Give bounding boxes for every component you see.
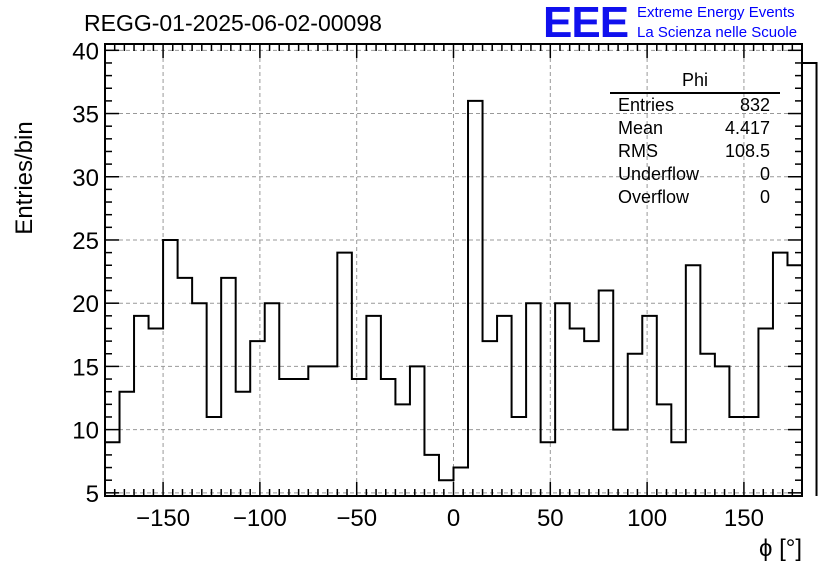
histogram-bin: [715, 366, 730, 496]
histogram-bin: [729, 417, 744, 496]
y-tick-label: 20: [72, 291, 99, 318]
histogram-bin: [584, 341, 599, 496]
y-tick-label: 25: [72, 228, 99, 255]
histogram-bin: [120, 392, 135, 496]
histogram-bin: [294, 379, 309, 496]
histogram-bin: [337, 253, 352, 496]
histogram-bin: [526, 303, 541, 496]
stats-value: 832: [739, 95, 770, 115]
x-tick-label: −100: [233, 505, 287, 532]
x-axis-ticks: −150 −100 −50 0 50 100 150: [113, 44, 794, 532]
histogram-bin: [250, 341, 265, 496]
histogram-outline: [104, 61, 818, 496]
histogram-bin: [439, 480, 454, 496]
x-tick-label: −150: [136, 505, 190, 532]
stats-row: Mean 4.417: [610, 117, 780, 140]
stats-row: Underflow 0: [610, 163, 780, 186]
x-tick-label: 150: [724, 505, 764, 532]
histogram-bin: [686, 265, 701, 496]
histogram-bin: [787, 265, 802, 496]
histogram-bin: [265, 303, 280, 496]
stats-label: Mean: [618, 118, 664, 138]
x-tick-label: 0: [447, 505, 460, 532]
stats-box: Phi Entries 832 Mean 4.417 RMS 108.5 Und…: [610, 70, 780, 209]
histogram-bin: [483, 341, 498, 496]
histogram-bin: [512, 417, 527, 496]
stats-label: Overflow: [618, 187, 690, 207]
histogram-bin: [642, 316, 657, 496]
y-axis-label: Entries/bin: [11, 121, 38, 234]
histogram-bin: [541, 442, 556, 496]
histogram-bin: [773, 253, 788, 496]
histogram-bin: [192, 303, 207, 496]
histogram-bin: [323, 366, 338, 496]
histogram-bin: [279, 379, 294, 496]
histogram-bin: [395, 404, 410, 496]
histogram-bin: [105, 442, 120, 496]
histogram-bin: [758, 328, 773, 496]
stats-row: Entries 832: [610, 94, 780, 117]
histogram-bin: [424, 455, 439, 496]
histogram-bin: [599, 291, 614, 496]
stats-label: RMS: [618, 141, 658, 161]
y-tick-label: 15: [72, 354, 99, 381]
histogram-bin: [468, 101, 483, 496]
stats-value: 108.5: [724, 141, 770, 161]
eee-logo-mark: EEE: [543, 0, 629, 47]
histogram-bin: [221, 278, 236, 496]
stats-row: RMS 108.5: [610, 140, 780, 163]
histogram-bin: [236, 392, 251, 496]
histogram-bin: [134, 316, 149, 496]
y-tick-label: 5: [86, 481, 99, 508]
logo-line-1: Extreme Energy Events: [637, 4, 795, 21]
histogram-bin: [410, 366, 425, 496]
histogram-bin: [613, 430, 628, 496]
stats-row: Overflow 0: [610, 186, 780, 209]
stats-label: Entries: [618, 95, 675, 115]
y-tick-label: 10: [72, 418, 99, 445]
histogram-bin: [163, 240, 178, 496]
histogram-bin: [700, 354, 715, 496]
histogram-bin: [308, 366, 323, 496]
stats-label: Underflow: [618, 164, 700, 184]
histogram-bin: [570, 328, 585, 496]
histogram-bin: [657, 404, 672, 496]
x-tick-label: −50: [336, 505, 377, 532]
histogram-bin: [207, 417, 222, 496]
histogram-bin: [555, 303, 570, 496]
histogram-bin: [381, 379, 396, 496]
x-tick-label: 100: [627, 505, 667, 532]
chart-title: REGG-01-2025-06-02-00098: [84, 10, 382, 36]
x-axis-label: ϕ [°]: [759, 535, 802, 562]
histogram-bin: [454, 468, 469, 496]
y-tick-label: 40: [72, 38, 99, 65]
histogram-bin: [149, 328, 164, 496]
stats-value: 0: [759, 164, 770, 184]
y-axis-ticks: 5 10 15 20 25 30 35 40: [72, 38, 802, 508]
histogram-bin: [744, 417, 759, 496]
histogram-bin: [671, 442, 686, 496]
stats-value: 4.417: [724, 118, 770, 138]
histogram-bin: [352, 379, 367, 496]
histogram-bin: [628, 354, 643, 496]
stats-value: 0: [759, 187, 770, 207]
stats-title: Phi: [610, 70, 780, 94]
y-tick-label: 30: [72, 165, 99, 192]
histogram-bin: [497, 316, 512, 496]
histogram-bin: [178, 278, 193, 496]
logo-line-2: La Scienza nelle Scuole: [637, 24, 798, 41]
histogram-bin: [802, 63, 817, 496]
histogram-bin: [366, 316, 381, 496]
x-tick-label: 50: [537, 505, 564, 532]
y-tick-label: 35: [72, 102, 99, 129]
